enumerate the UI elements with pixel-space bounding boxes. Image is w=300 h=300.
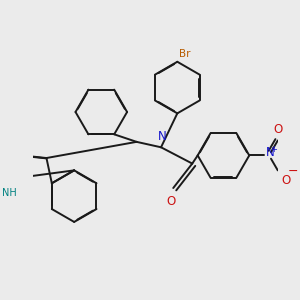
Text: O: O: [281, 174, 290, 188]
Text: N: N: [158, 130, 167, 143]
Text: NH: NH: [2, 188, 16, 198]
Text: N: N: [266, 146, 275, 159]
Text: −: −: [287, 165, 298, 178]
Text: O: O: [273, 123, 282, 136]
Text: O: O: [166, 195, 175, 208]
Text: Br: Br: [179, 49, 190, 59]
Text: +: +: [270, 145, 277, 154]
